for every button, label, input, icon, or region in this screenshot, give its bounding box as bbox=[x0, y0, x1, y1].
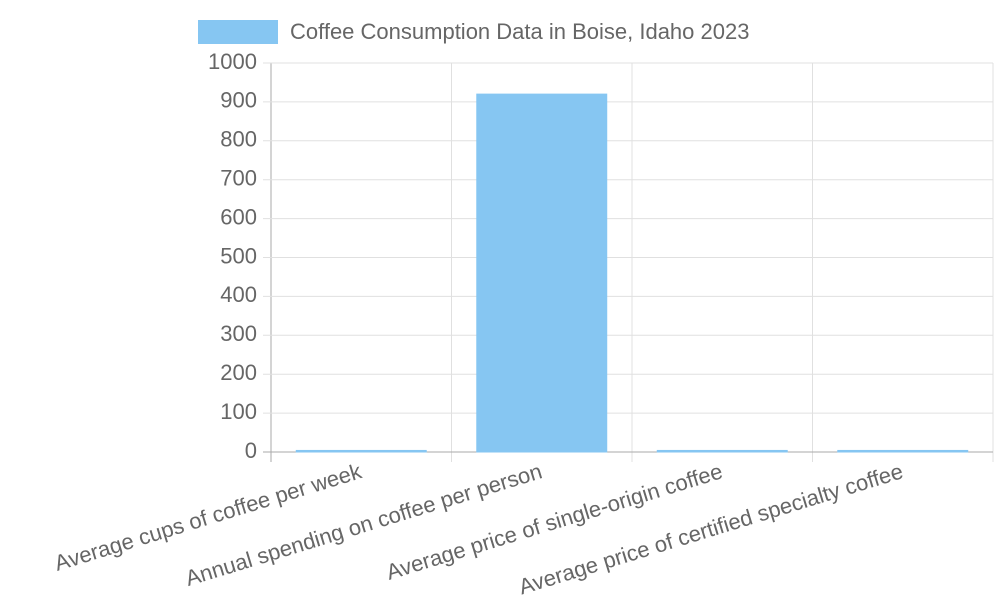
bar bbox=[295, 449, 427, 453]
y-tick-label: 0 bbox=[245, 438, 257, 463]
y-tick-label: 600 bbox=[220, 204, 257, 229]
y-tick-label: 500 bbox=[220, 243, 257, 268]
bar bbox=[656, 449, 788, 453]
x-tick-label: Annual spending on coffee per person bbox=[182, 458, 545, 591]
y-tick-label: 300 bbox=[220, 321, 257, 346]
y-tick-label: 400 bbox=[220, 282, 257, 307]
legend-swatch bbox=[198, 20, 278, 44]
y-tick-label: 700 bbox=[220, 166, 257, 191]
y-tick-label: 800 bbox=[220, 127, 257, 152]
y-tick-label: 200 bbox=[220, 360, 257, 385]
y-tick-label: 900 bbox=[220, 88, 257, 113]
bar bbox=[476, 93, 608, 453]
legend-label: Coffee Consumption Data in Boise, Idaho … bbox=[290, 19, 749, 44]
y-tick-label: 1000 bbox=[208, 49, 257, 74]
y-tick-label: 100 bbox=[220, 399, 257, 424]
bar bbox=[837, 449, 969, 453]
